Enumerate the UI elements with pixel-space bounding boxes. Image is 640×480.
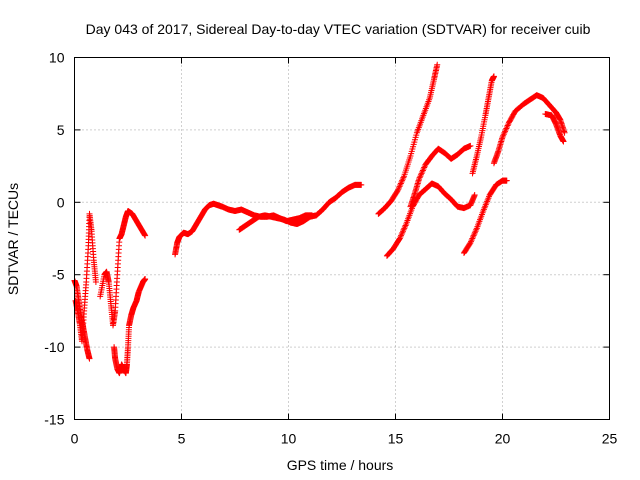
data-point bbox=[398, 231, 405, 238]
data-point bbox=[471, 231, 478, 238]
series-arc-g bbox=[375, 61, 441, 217]
data-point bbox=[471, 229, 478, 236]
data-point bbox=[471, 192, 478, 199]
data-point bbox=[142, 232, 149, 239]
data-point bbox=[400, 226, 407, 233]
data-point bbox=[467, 142, 474, 149]
data-point bbox=[419, 167, 426, 174]
data-point bbox=[473, 226, 480, 233]
data-point bbox=[500, 132, 507, 139]
data-point bbox=[398, 179, 405, 186]
data-point bbox=[468, 236, 475, 243]
x-tick-label: 0 bbox=[71, 431, 79, 447]
y-tick-label: -10 bbox=[44, 339, 64, 355]
data-markers bbox=[71, 61, 568, 377]
data-point bbox=[401, 225, 408, 232]
data-point bbox=[394, 187, 401, 194]
data-point bbox=[421, 164, 428, 171]
data-point bbox=[395, 184, 402, 191]
data-point bbox=[395, 186, 402, 193]
data-point bbox=[502, 128, 509, 135]
data-point bbox=[402, 222, 409, 229]
data-point bbox=[472, 228, 479, 235]
data-point bbox=[401, 223, 408, 230]
data-point bbox=[399, 228, 406, 235]
series-arc-b bbox=[72, 210, 99, 345]
data-point bbox=[503, 125, 510, 132]
y-axis-title: SDTVAR / TECUs bbox=[5, 183, 21, 295]
data-point bbox=[490, 73, 497, 80]
data-point bbox=[504, 122, 511, 129]
data-point bbox=[397, 234, 404, 241]
data-point bbox=[399, 176, 406, 183]
data-point bbox=[398, 232, 405, 239]
series-arc-h bbox=[383, 180, 478, 259]
data-point bbox=[499, 134, 506, 141]
plot-frame bbox=[74, 57, 610, 420]
data-point bbox=[501, 129, 508, 136]
series-arc-i bbox=[407, 142, 474, 210]
grid bbox=[74, 57, 610, 420]
data-point bbox=[417, 171, 424, 178]
data-point bbox=[419, 168, 426, 175]
data-point bbox=[560, 138, 567, 145]
series-arc-j bbox=[460, 177, 510, 256]
series-arc-k bbox=[469, 73, 497, 177]
data-point bbox=[561, 129, 568, 136]
y-tick-label: -15 bbox=[44, 412, 64, 428]
data-point bbox=[396, 235, 403, 242]
data-point bbox=[86, 355, 93, 362]
y-tick-label: 5 bbox=[57, 122, 65, 138]
data-point bbox=[396, 183, 403, 190]
data-point bbox=[502, 126, 509, 133]
data-point bbox=[400, 174, 407, 181]
y-tick-label: -5 bbox=[52, 267, 65, 283]
x-axis-title: GPS time / hours bbox=[287, 457, 394, 473]
data-point bbox=[418, 170, 425, 177]
data-point bbox=[416, 174, 423, 181]
data-point bbox=[92, 278, 99, 285]
x-tick-label: 20 bbox=[495, 431, 511, 447]
x-tick-label: 25 bbox=[602, 431, 618, 447]
data-point bbox=[505, 121, 512, 128]
data-point bbox=[503, 124, 510, 131]
data-point bbox=[467, 239, 474, 246]
series-arc-l bbox=[490, 92, 568, 167]
data-point bbox=[397, 180, 404, 187]
data-point bbox=[399, 177, 406, 184]
data-point bbox=[399, 229, 406, 236]
x-tick-label: 5 bbox=[178, 431, 186, 447]
data-point bbox=[503, 177, 510, 184]
data-point bbox=[417, 173, 424, 180]
data-point bbox=[397, 181, 404, 188]
y-tick-label: 10 bbox=[49, 50, 65, 66]
data-point bbox=[469, 235, 476, 242]
series-arc-m bbox=[542, 110, 567, 145]
data-point bbox=[469, 234, 476, 241]
series-arc-d bbox=[111, 276, 149, 377]
data-point bbox=[358, 181, 365, 188]
y-tick-label: 0 bbox=[57, 194, 65, 210]
x-tick-label: 10 bbox=[281, 431, 297, 447]
data-point bbox=[500, 131, 507, 138]
data-point bbox=[470, 232, 477, 239]
data-point bbox=[434, 61, 441, 68]
x-tick-label: 15 bbox=[388, 431, 404, 447]
ticks: 0 5 10 15 20 25 -15 -10 -5 0 5 10 bbox=[44, 50, 617, 447]
chart-title: Day 043 of 2017, Sidereal Day-to-day VTE… bbox=[86, 21, 591, 37]
data-point bbox=[420, 165, 427, 172]
series-arc-f bbox=[236, 181, 365, 233]
data-point bbox=[416, 176, 423, 183]
data-point bbox=[142, 276, 149, 283]
series-arc-c bbox=[97, 207, 149, 329]
data-point bbox=[468, 238, 475, 245]
